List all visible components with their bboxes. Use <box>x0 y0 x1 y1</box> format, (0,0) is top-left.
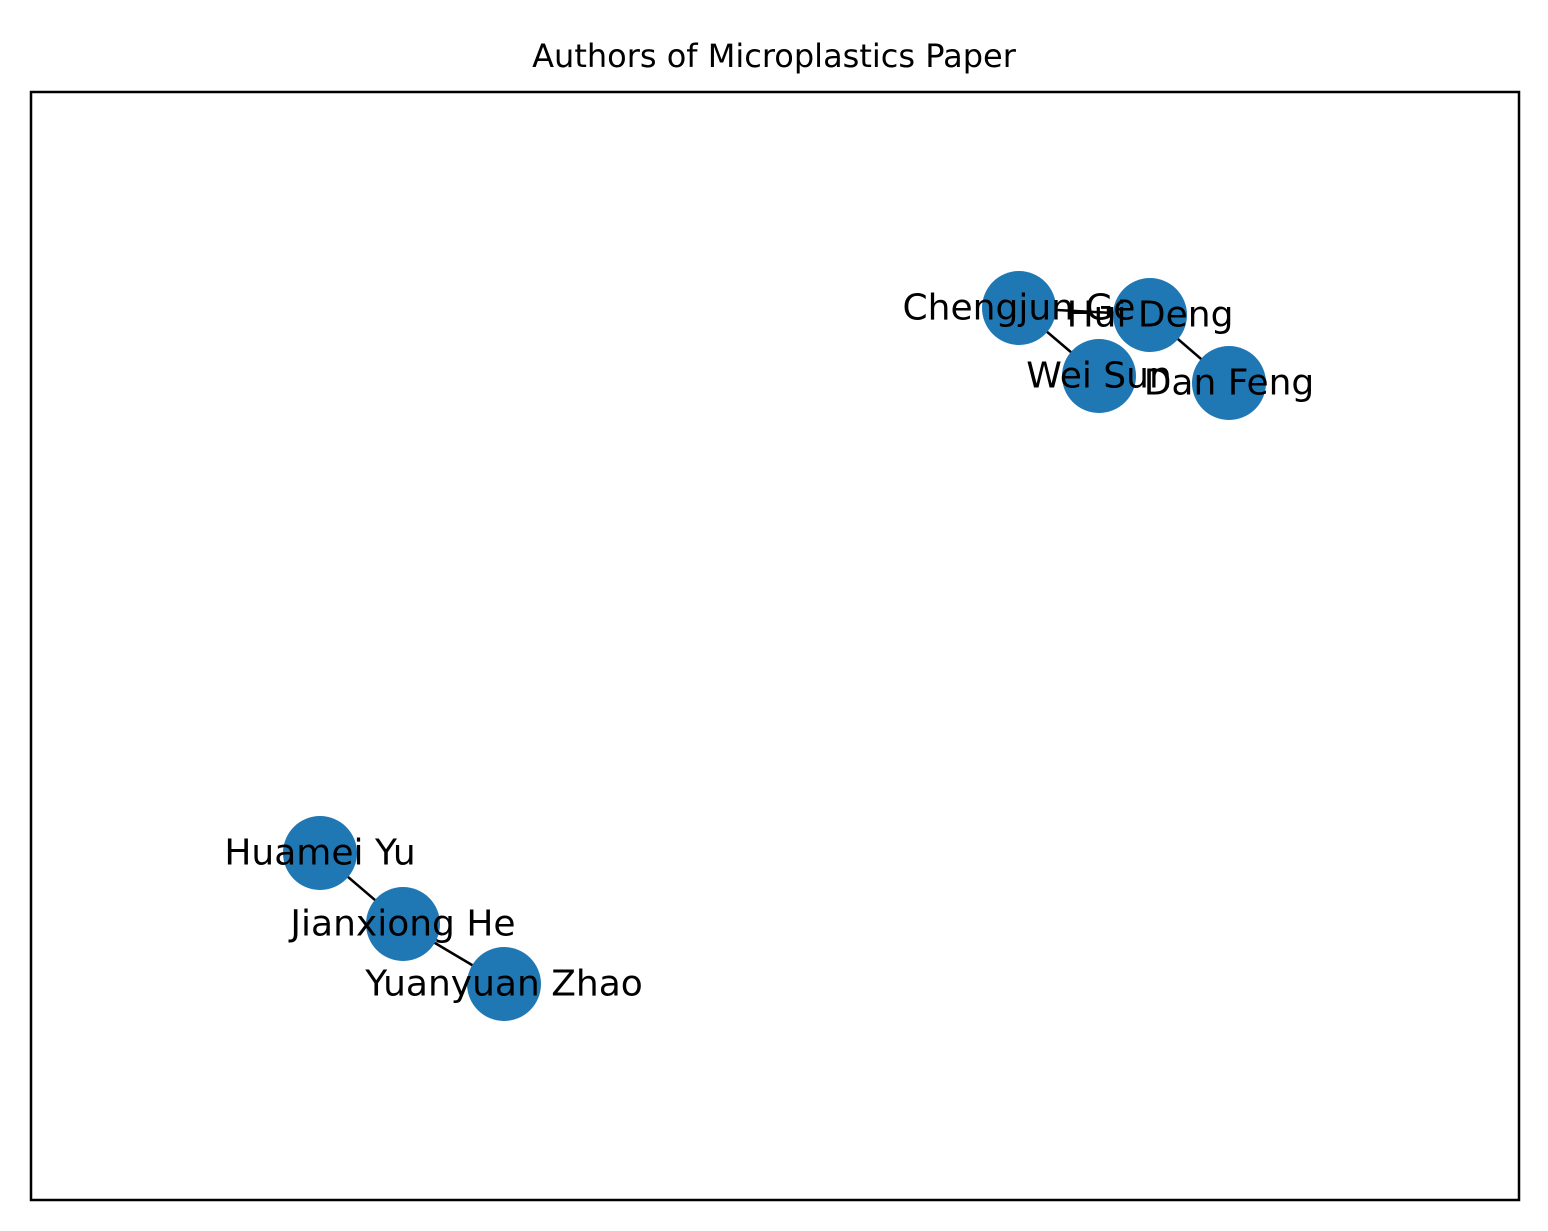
node-label-jianxiong-he: Jianxiong He <box>288 904 515 945</box>
node-wei-sun <box>1062 339 1136 413</box>
figure-title: Authors of Microplastics Paper <box>532 37 1017 75</box>
node-label-dan-feng: Dan Feng <box>1144 363 1315 404</box>
node-label-yuanyuan-zhao: Yuanyuan Zhao <box>364 964 643 1005</box>
node-jianxiong-he <box>366 887 440 961</box>
node-label-huamei-yu: Huamei Yu <box>224 833 415 874</box>
node-yuanyuan-zhao <box>467 947 541 1021</box>
node-chengjun-ge <box>982 271 1056 345</box>
node-label-chengjun-ge: Chengjun Ge <box>903 288 1136 329</box>
node-label-wei-sun: Wei Sun <box>1026 356 1172 397</box>
node-label-hui-deng: Hui Deng <box>1067 295 1234 336</box>
nodes-layer <box>283 271 1266 1021</box>
node-dan-feng <box>1192 346 1266 420</box>
plot-frame <box>29 90 1521 1202</box>
node-hui-deng <box>1113 278 1187 352</box>
node-huamei-yu <box>283 816 357 890</box>
